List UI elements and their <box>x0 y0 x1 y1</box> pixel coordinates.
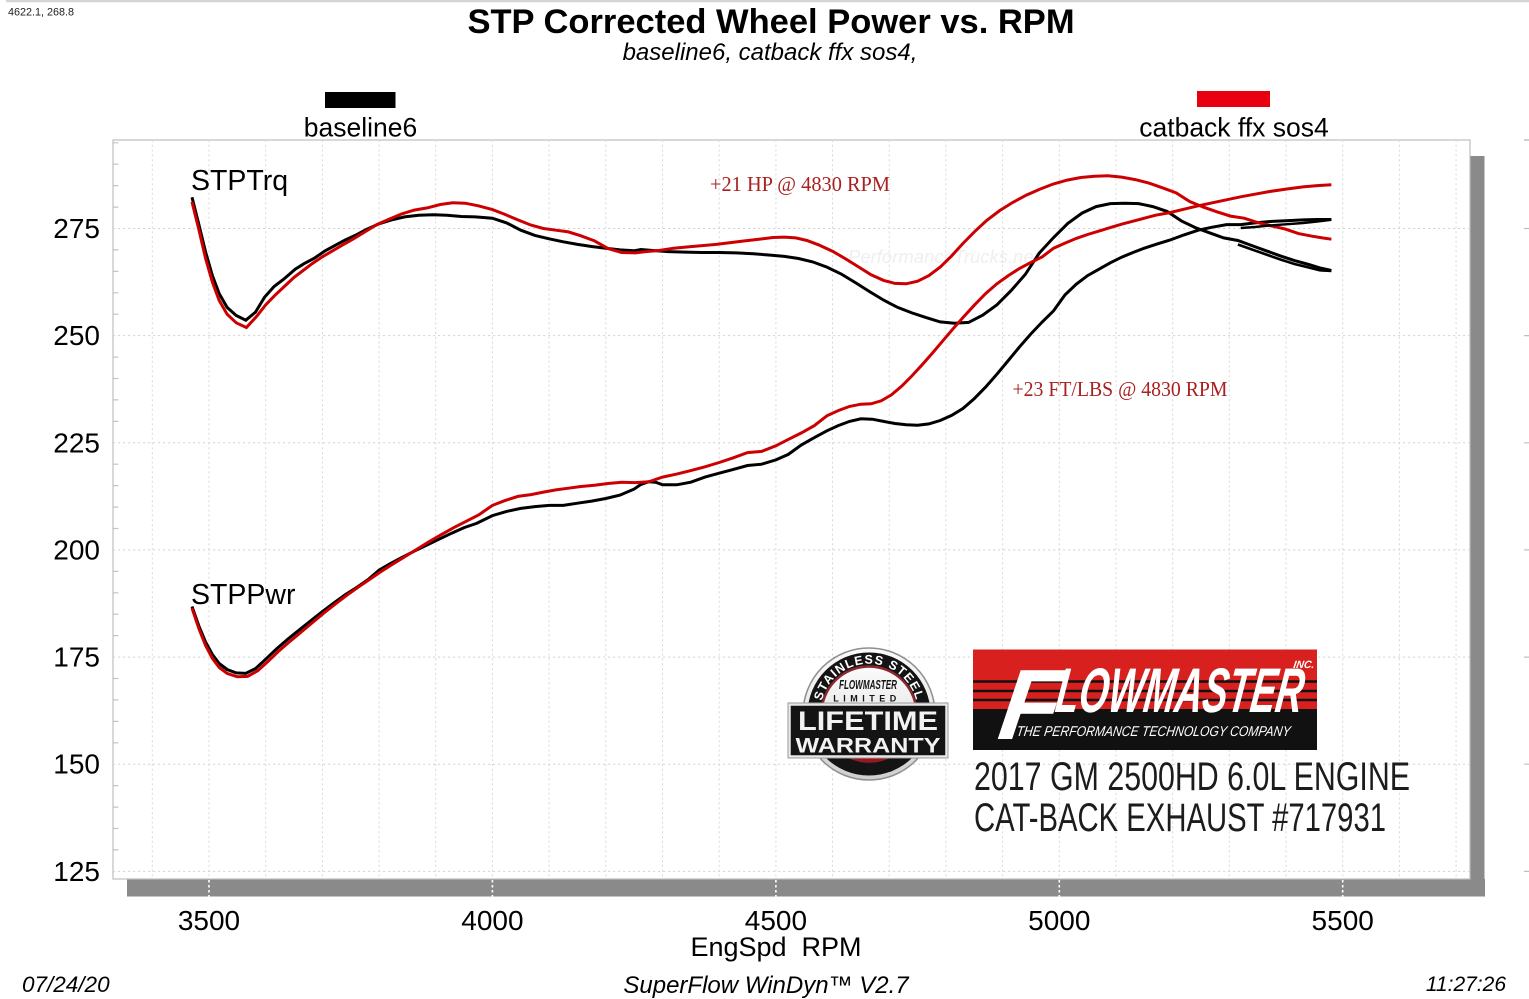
svg-text:LOWMASTER: LOWMASTER <box>1052 656 1309 726</box>
svg-text:+21 HP @ 4830 RPM: +21 HP @ 4830 RPM <box>710 172 890 196</box>
svg-text:baseline6, catback ffx sos4,: baseline6, catback ffx sos4, <box>623 39 918 66</box>
svg-text:LIFETIME: LIFETIME <box>798 706 938 736</box>
svg-text:3500: 3500 <box>178 905 240 936</box>
svg-text:11:27:26: 11:27:26 <box>1426 973 1507 996</box>
svg-text:LIMITED: LIMITED <box>833 694 901 704</box>
svg-text:®: ® <box>1008 710 1016 722</box>
svg-text:WARRANTY: WARRANTY <box>796 734 941 758</box>
svg-text:SuperFlow WinDyn™ V2.7: SuperFlow WinDyn™ V2.7 <box>623 972 910 999</box>
svg-text:200: 200 <box>53 534 100 565</box>
svg-text:catback ffx sos4: catback ffx sos4 <box>1139 113 1329 143</box>
svg-text:175: 175 <box>53 642 100 673</box>
svg-text:07/24/20: 07/24/20 <box>22 972 110 997</box>
svg-text:CAT-BACK EXHAUST #717931: CAT-BACK EXHAUST #717931 <box>974 796 1386 840</box>
svg-text:STPPwr: STPPwr <box>191 579 296 611</box>
svg-text:baseline6: baseline6 <box>304 113 417 143</box>
svg-text:5500: 5500 <box>1312 905 1374 936</box>
svg-text:+23 FT/LBS @ 4830 RPM: +23 FT/LBS @ 4830 RPM <box>1013 377 1228 401</box>
svg-text:4500: 4500 <box>745 905 807 936</box>
svg-text:STP Corrected Wheel Power vs.: STP Corrected Wheel Power vs. RPM <box>467 3 1074 41</box>
svg-text:275: 275 <box>53 213 100 244</box>
svg-text:2017 GM 2500HD 6.0L ENGINE: 2017 GM 2500HD 6.0L ENGINE <box>974 755 1410 799</box>
svg-text:STPTrq: STPTrq <box>191 165 288 197</box>
svg-text:5000: 5000 <box>1028 905 1090 936</box>
svg-text:INC.: INC. <box>1293 659 1316 671</box>
svg-text:125: 125 <box>53 856 100 887</box>
svg-text:4622.1, 268.8: 4622.1, 268.8 <box>8 7 74 19</box>
svg-text:FLOWMASTER: FLOWMASTER <box>839 678 897 692</box>
svg-text:EngSpd RPM: EngSpd RPM <box>690 932 861 962</box>
svg-text:150: 150 <box>53 749 100 780</box>
svg-text:4000: 4000 <box>461 905 523 936</box>
svg-text:PerformanceTrucks.net: PerformanceTrucks.net <box>848 246 1040 267</box>
svg-text:250: 250 <box>53 320 100 351</box>
svg-text:225: 225 <box>53 427 100 458</box>
svg-text:THE PERFORMANCE TECHNOLOGY COM: THE PERFORMANCE TECHNOLOGY COMPANY <box>1015 724 1293 740</box>
